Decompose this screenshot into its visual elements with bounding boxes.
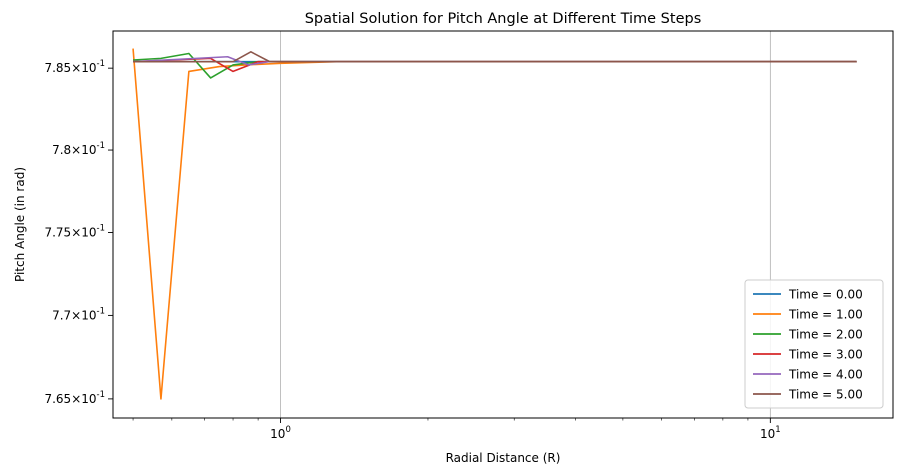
legend-label: Time = 4.00 [788,368,863,382]
legend-label: Time = 2.00 [788,328,863,342]
legend-label: Time = 5.00 [788,388,863,402]
x-axis-label: Radial Distance (R) [446,451,561,465]
legend-box [744,279,884,409]
legend-label: Time = 1.00 [788,308,863,322]
x-tick-label: 101 [760,425,781,441]
y-axis-label: Pitch Angle (in rad) [13,167,27,282]
plot-area-frame [112,30,894,419]
y-tick-label: 7.8×10-1 [52,141,105,157]
y-tick-label: 7.75×10-1 [44,223,105,239]
series-line-5 [133,51,857,63]
legend-label: Time = 0.00 [788,288,863,302]
y-tick-label: 7.85×10-1 [44,59,105,75]
axis-layer: 100 101 7.65×10-1 7.7×10-1 7.75×10-1 7.8×10-1… [44,59,780,441]
x-tick-label: 100 [270,425,291,441]
y-tick-label: 7.7×10-1 [52,306,105,322]
legend: Time = 0.00 Time = 1.00 Time = 2.00 Time = … [744,279,884,409]
plot-layer [132,48,857,400]
chart-title: Spatial Solution for Pitch Angle at Diff… [305,11,702,27]
y-tick-label: 7.65×10-1 [44,390,105,406]
legend-label: Time = 3.00 [788,348,863,362]
